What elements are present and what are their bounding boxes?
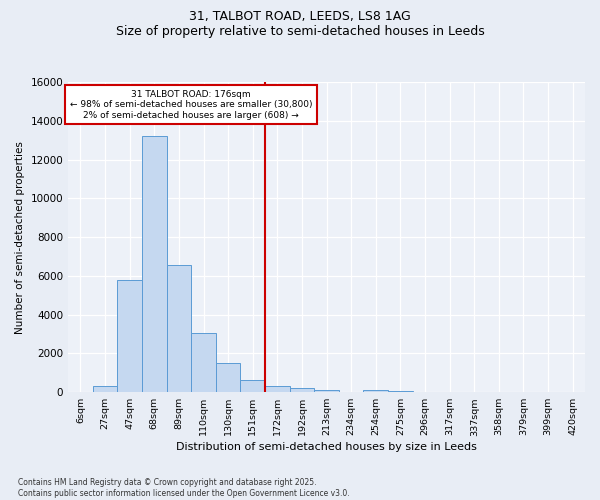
Bar <box>290 388 314 392</box>
Text: Contains HM Land Registry data © Crown copyright and database right 2025.
Contai: Contains HM Land Registry data © Crown c… <box>18 478 350 498</box>
Text: 31 TALBOT ROAD: 176sqm
← 98% of semi-detached houses are smaller (30,800)
2% of : 31 TALBOT ROAD: 176sqm ← 98% of semi-det… <box>70 90 313 120</box>
Bar <box>216 363 241 392</box>
Bar <box>388 391 413 392</box>
Bar <box>265 386 290 392</box>
Bar <box>191 333 216 392</box>
Bar <box>142 136 167 392</box>
Y-axis label: Number of semi-detached properties: Number of semi-detached properties <box>15 140 25 334</box>
Bar <box>364 390 388 392</box>
Bar <box>241 380 265 392</box>
Bar <box>93 386 118 392</box>
Bar <box>118 280 142 392</box>
Text: 31, TALBOT ROAD, LEEDS, LS8 1AG
Size of property relative to semi-detached house: 31, TALBOT ROAD, LEEDS, LS8 1AG Size of … <box>116 10 484 38</box>
Bar <box>167 265 191 392</box>
X-axis label: Distribution of semi-detached houses by size in Leeds: Distribution of semi-detached houses by … <box>176 442 477 452</box>
Bar <box>314 390 339 392</box>
